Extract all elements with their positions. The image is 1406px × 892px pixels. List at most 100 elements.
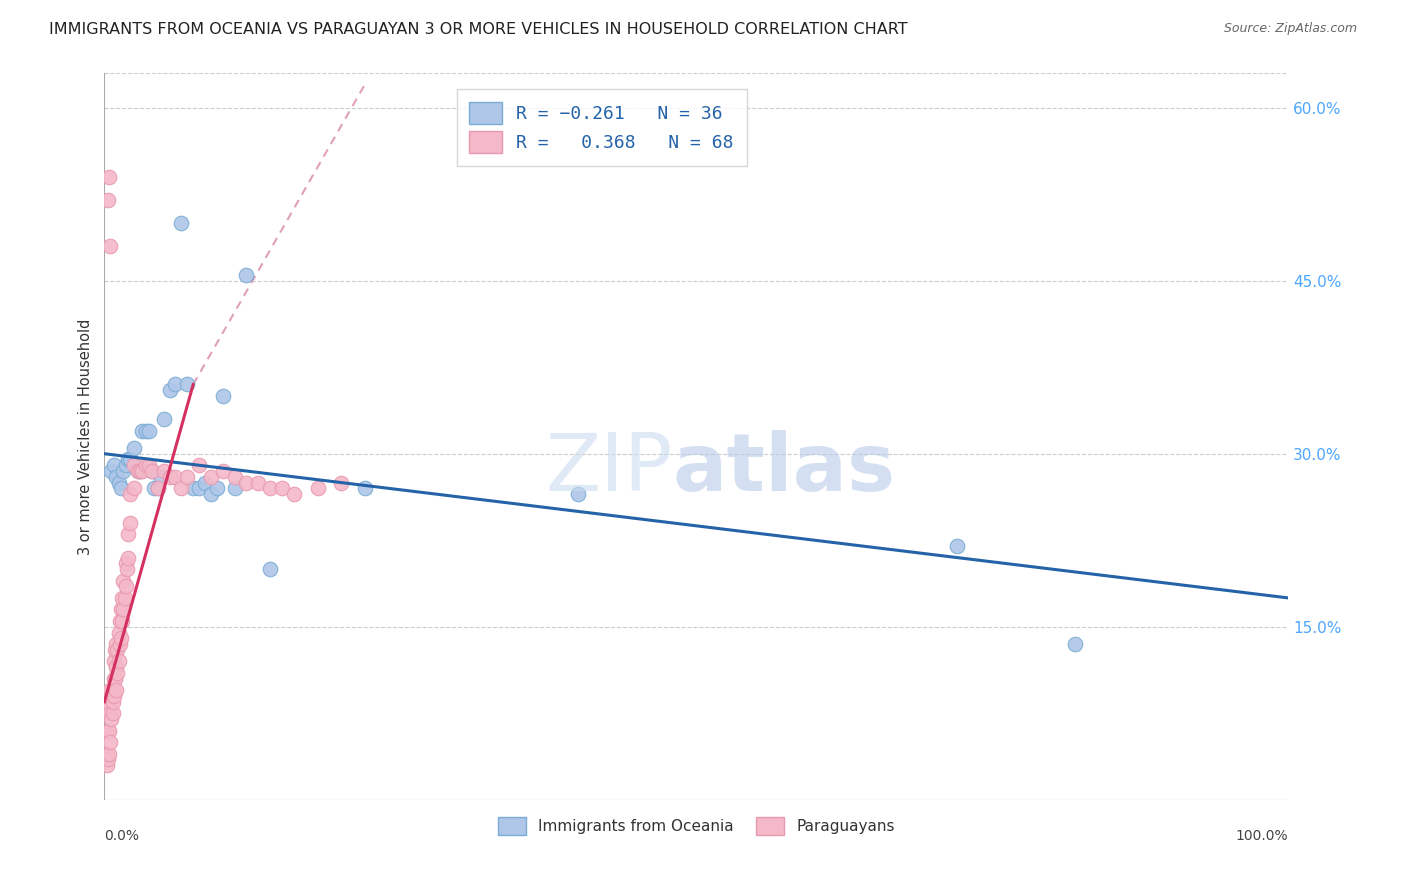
Point xyxy=(98,747,121,761)
Point xyxy=(117,550,139,565)
Point xyxy=(283,487,305,501)
Point xyxy=(105,660,128,674)
Y-axis label: 3 or more Vehicles in Household: 3 or more Vehicles in Household xyxy=(79,318,93,555)
Point xyxy=(188,458,211,473)
Point xyxy=(143,481,166,495)
Point xyxy=(112,602,135,616)
Point xyxy=(127,464,149,478)
Point xyxy=(159,384,181,398)
Point xyxy=(135,458,157,473)
Point xyxy=(101,683,124,698)
Text: IMMIGRANTS FROM OCEANIA VS PARAGUAYAN 3 OR MORE VEHICLES IN HOUSEHOLD CORRELATIO: IMMIGRANTS FROM OCEANIA VS PARAGUAYAN 3 … xyxy=(49,22,908,37)
Point xyxy=(165,377,187,392)
Point xyxy=(146,481,169,495)
Point xyxy=(100,712,122,726)
Point xyxy=(188,481,211,495)
Point xyxy=(114,579,136,593)
Point xyxy=(131,464,153,478)
Point xyxy=(307,481,329,495)
Point xyxy=(105,637,128,651)
Point xyxy=(101,695,124,709)
Point xyxy=(98,700,121,714)
Point xyxy=(111,614,134,628)
Point xyxy=(129,464,152,478)
Point xyxy=(120,487,142,501)
Point xyxy=(107,665,129,680)
Point xyxy=(235,268,257,282)
Point xyxy=(108,614,131,628)
Point xyxy=(170,481,193,495)
Point xyxy=(122,481,145,495)
Text: 100.0%: 100.0% xyxy=(1236,829,1288,843)
Point xyxy=(97,193,120,207)
Point xyxy=(122,458,145,473)
Point xyxy=(100,464,122,478)
Point xyxy=(1064,637,1087,651)
Point xyxy=(117,527,139,541)
Point xyxy=(105,470,128,484)
Point xyxy=(567,487,589,501)
Point xyxy=(111,591,134,605)
Point xyxy=(194,475,217,490)
Text: Source: ZipAtlas.com: Source: ZipAtlas.com xyxy=(1223,22,1357,36)
Point xyxy=(170,216,193,230)
Point xyxy=(98,723,121,738)
Point xyxy=(200,470,222,484)
Point xyxy=(98,239,121,253)
Point xyxy=(152,464,174,478)
Point xyxy=(211,464,233,478)
Text: ZIP: ZIP xyxy=(546,430,672,508)
Point xyxy=(946,539,969,553)
Point xyxy=(98,683,121,698)
Point xyxy=(107,654,129,668)
Point xyxy=(110,632,132,646)
Point xyxy=(127,464,149,478)
Point xyxy=(114,591,136,605)
Point xyxy=(205,481,228,495)
Point xyxy=(259,562,281,576)
Point xyxy=(107,475,129,490)
Point xyxy=(96,747,118,761)
Point xyxy=(101,706,124,721)
Point xyxy=(135,424,157,438)
Point xyxy=(259,481,281,495)
Point xyxy=(103,672,125,686)
Point xyxy=(152,412,174,426)
Text: 0.0%: 0.0% xyxy=(104,829,139,843)
Point xyxy=(354,481,377,495)
Point xyxy=(150,470,173,484)
Point xyxy=(146,481,169,495)
Point xyxy=(100,689,122,703)
Point xyxy=(235,475,257,490)
Legend: Immigrants from Oceania, Paraguayans: Immigrants from Oceania, Paraguayans xyxy=(491,809,903,843)
Point xyxy=(112,464,135,478)
Point xyxy=(176,470,198,484)
Point xyxy=(165,470,187,484)
Point xyxy=(114,557,136,571)
Point xyxy=(247,475,270,490)
Point xyxy=(122,441,145,455)
Point xyxy=(98,706,121,721)
Point xyxy=(211,389,233,403)
Point xyxy=(110,481,132,495)
Point xyxy=(97,752,120,766)
Point xyxy=(104,672,127,686)
Point xyxy=(138,458,160,473)
Point xyxy=(112,574,135,588)
Point xyxy=(224,470,246,484)
Point xyxy=(330,475,353,490)
Point xyxy=(103,458,125,473)
Point xyxy=(129,464,152,478)
Point xyxy=(200,487,222,501)
Point xyxy=(107,625,129,640)
Point xyxy=(105,683,128,698)
Point xyxy=(97,723,120,738)
Point xyxy=(181,481,204,495)
Text: atlas: atlas xyxy=(672,430,896,508)
Point xyxy=(98,735,121,749)
Point xyxy=(104,643,127,657)
Point xyxy=(115,562,138,576)
Point xyxy=(120,452,142,467)
Point xyxy=(110,602,132,616)
Point xyxy=(98,169,121,184)
